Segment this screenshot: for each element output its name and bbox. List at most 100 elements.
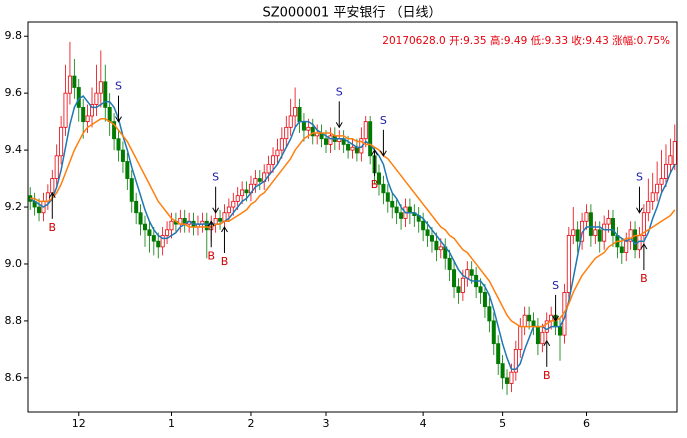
signal-label: S	[212, 171, 219, 184]
candle-body	[602, 223, 607, 242]
candle-body	[328, 135, 333, 145]
candle-body	[672, 141, 677, 165]
signal-label: B	[371, 178, 379, 191]
y-tick-label: 9.4	[5, 143, 23, 156]
x-tick-label: 12	[72, 417, 86, 430]
x-tick-label: 6	[583, 417, 590, 430]
candle-body	[231, 200, 236, 208]
candle-body	[81, 107, 86, 123]
y-tick-label: 9.0	[5, 257, 23, 270]
signal-arrow-head	[221, 225, 228, 233]
signal-arrow-head	[379, 150, 387, 157]
candle-body	[266, 163, 271, 174]
candle-body	[147, 229, 152, 236]
candle-body	[588, 212, 593, 236]
signal-label: B	[543, 369, 551, 382]
candle-body	[381, 183, 386, 194]
candle-body	[142, 223, 147, 231]
signal-arrow-head	[552, 315, 560, 322]
candle-body	[156, 240, 161, 248]
signal-label: S	[115, 80, 122, 93]
candle-body	[112, 121, 117, 140]
signal-label: S	[636, 171, 643, 184]
candle-body	[593, 229, 598, 236]
candle-body	[434, 240, 439, 251]
candle-body	[606, 218, 611, 225]
candle-body	[226, 206, 231, 214]
x-tick-label: 5	[499, 417, 506, 430]
candle-body	[306, 126, 311, 131]
x-tick-label: 3	[323, 417, 330, 430]
candle-body	[452, 269, 457, 288]
signal-label: B	[221, 255, 229, 268]
signal-arrow-head	[543, 339, 551, 347]
candle-body	[59, 126, 64, 157]
candle-body	[460, 277, 465, 293]
candle-body	[540, 331, 545, 345]
candle-body	[376, 172, 381, 185]
candle-body	[646, 200, 651, 214]
candle-body	[244, 189, 249, 194]
candle-body	[425, 229, 430, 236]
candle-body	[610, 218, 615, 236]
candle-body	[37, 206, 42, 214]
signal-label: B	[640, 272, 648, 285]
candle-body	[421, 220, 426, 231]
candle-body	[668, 155, 673, 165]
candle-body	[85, 115, 90, 123]
signal-arrow-head	[636, 207, 643, 214]
candle-body	[165, 229, 170, 236]
candle-body	[394, 206, 399, 214]
candle-body	[655, 183, 660, 194]
candle-body	[98, 81, 103, 94]
candle-body	[385, 192, 390, 202]
candle-body	[575, 229, 580, 242]
candle-body	[509, 371, 514, 384]
candle-body	[518, 326, 523, 350]
candle-body	[549, 314, 554, 322]
candle-body	[54, 155, 59, 179]
candle-body	[169, 220, 174, 231]
candle-body	[63, 92, 68, 128]
candle-body	[151, 235, 156, 242]
info-text: 20170628.0 开:9.35 高:9.49 低:9.33 收:9.43 涨…	[382, 34, 670, 47]
candle-body	[120, 149, 125, 162]
candle-body	[50, 178, 55, 194]
candle-body	[350, 146, 355, 151]
candle-body	[487, 306, 492, 322]
candle-body	[531, 320, 536, 327]
y-tick-label: 8.6	[5, 371, 23, 384]
candle-body	[235, 195, 240, 202]
candle-body	[447, 257, 452, 271]
candle-body	[522, 314, 527, 327]
candle-body	[134, 200, 139, 214]
candle-body	[478, 286, 483, 293]
candle-body	[558, 326, 563, 336]
signal-arrow-head	[115, 116, 122, 123]
candle-body	[288, 115, 293, 128]
chart-title: SZ000001 平安银行 （日线）	[262, 6, 441, 21]
candle-body	[482, 292, 487, 308]
candle-body	[129, 178, 134, 202]
candle-body	[535, 326, 540, 345]
candle-body	[257, 178, 262, 182]
candle-body	[253, 178, 258, 185]
candle-body	[659, 178, 664, 185]
candle-body	[650, 192, 655, 202]
candle-body	[456, 286, 461, 293]
candle-body	[160, 235, 165, 248]
candle-body	[116, 138, 121, 151]
candle-body	[628, 229, 633, 242]
plot-frame	[27, 21, 678, 413]
candle-body	[279, 138, 284, 151]
signal-label: S	[552, 279, 559, 292]
candle-body	[324, 138, 329, 145]
candle-body	[500, 363, 505, 379]
signal-label: S	[380, 114, 387, 127]
x-tick-label: 4	[420, 417, 427, 430]
candle-body	[293, 107, 298, 117]
signal-arrow-head	[335, 122, 343, 129]
signal-arrow-head	[212, 207, 220, 214]
